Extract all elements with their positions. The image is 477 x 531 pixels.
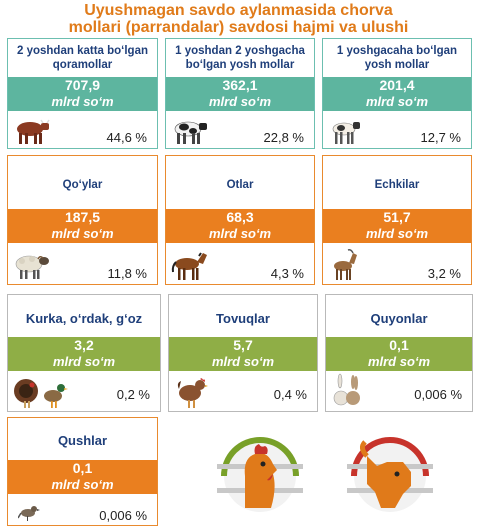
sheep-icon [15, 255, 49, 279]
card-unit: mlrd so‘m [365, 94, 429, 109]
card-share: 0,2 % [116, 387, 150, 402]
card-horses: Otlar 68,3 mlrd so‘m 4,3 % [165, 155, 315, 285]
value-band: 51,7 mlrd so‘m [323, 209, 471, 243]
card-young-1-2y: 1 yoshdan 2 yoshgacha bo‘lgan yosh molla… [165, 38, 315, 149]
card-value: 0,1 [389, 337, 409, 353]
card-value: 187,5 [64, 209, 101, 225]
dairy-cow-icon [174, 121, 207, 144]
card-value: 0,1 [72, 460, 93, 476]
card-label: Qo‘ylar [62, 179, 103, 191]
horse-icon [171, 252, 207, 280]
value-band: 3,2 mlrd so‘m [8, 337, 160, 371]
card-share: 3,2 % [427, 266, 461, 281]
value-band: 187,5 mlrd so‘m [8, 209, 157, 243]
value-band: 5,7 mlrd so‘m [169, 337, 317, 371]
card-value: 707,9 [64, 77, 101, 93]
card-share: 11,8 % [107, 266, 147, 281]
bird-icon [18, 506, 40, 521]
card-label: Kurka, o‘rdak, g‘oz [25, 311, 143, 326]
card-label: Qushlar [57, 433, 108, 448]
card-value: 362,1 [222, 77, 258, 93]
cow-icon [17, 119, 50, 144]
value-band: 68,3 mlrd so‘m [166, 209, 314, 243]
bull-logo-icon [347, 437, 433, 512]
title-line-2: mollari (parrandalar) savdosi hajmi va u… [68, 19, 409, 36]
card-unit: mlrd so‘m [211, 354, 275, 369]
card-unit: mlrd so‘m [208, 226, 272, 241]
calf-icon [332, 122, 360, 144]
value-band: 0,1 mlrd so‘m [326, 337, 472, 371]
card-share: 22,8 % [263, 130, 304, 145]
card-value: 5,7 [233, 337, 253, 353]
card-cattle-over-2y: 2 yoshdan katta bo‘lgan qoramollar 707,9… [7, 38, 158, 149]
card-share: 44,6 % [106, 130, 147, 145]
value-band: 707,9 mlrd so‘m [8, 77, 157, 111]
card-label: 1 yoshdan 2 yoshgacha bo‘lgan yosh molla… [175, 45, 305, 71]
card-label: Tovuqlar [216, 311, 270, 326]
card-label: 1 yoshgacaha bo‘lgan yosh mollar [336, 45, 458, 71]
card-label: Quyonlar [370, 311, 428, 326]
card-unit: mlrd so‘m [51, 477, 114, 492]
card-goats: Echkilar 51,7 mlrd so‘m 3,2 % [322, 155, 472, 285]
card-value: 51,7 [383, 209, 411, 225]
page-title: Uyushmagan savdo aylanmasida chorva moll… [0, 2, 477, 36]
card-value: 68,3 [226, 209, 254, 225]
card-value: 3,2 [74, 337, 94, 353]
value-band: 0,1 mlrd so‘m [8, 460, 157, 494]
card-unit: mlrd so‘m [51, 226, 114, 241]
card-unit: mlrd so‘m [367, 354, 431, 369]
card-unit: mlrd so‘m [52, 354, 116, 369]
card-share: 4,3 % [270, 266, 304, 281]
card-share: 0,006 % [99, 508, 147, 523]
card-unit: mlrd so‘m [365, 226, 429, 241]
card-share: 12,7 % [420, 130, 461, 145]
title-line-1: Uyushmagan savdo aylanmasida chorva [84, 2, 393, 19]
card-label: Otlar [226, 179, 254, 191]
card-label: 2 yoshdan katta bo‘lgan qoramollar [17, 45, 148, 71]
rabbit-icon [333, 373, 360, 406]
card-birds: Qushlar 0,1 mlrd so‘m 0,006 % [7, 417, 158, 526]
rooster-logo-icon [217, 437, 303, 512]
card-unit: mlrd so‘m [208, 94, 272, 109]
card-rabbits: Quyonlar 0,1 mlrd so‘m 0,006 % [325, 294, 473, 412]
value-band: 201,4 mlrd so‘m [323, 77, 471, 111]
value-band: 362,1 mlrd so‘m [166, 77, 314, 111]
card-label: Echkilar [374, 179, 420, 191]
card-young-under-1y: 1 yoshgacaha bo‘lgan yosh mollar 201,4 m… [322, 38, 472, 149]
goat-icon [334, 249, 357, 280]
card-share: 0,006 % [414, 387, 462, 402]
card-sheep: Qo‘ylar 187,5 mlrd so‘m 11,8 % [7, 155, 158, 285]
card-chickens: Tovuqlar 5,7 mlrd so‘m 0,4 % [168, 294, 318, 412]
turkey-duck-icon [14, 379, 68, 408]
card-share: 0,4 % [273, 387, 307, 402]
card-unit: mlrd so‘m [51, 94, 114, 109]
card-value: 201,4 [379, 77, 415, 93]
card-turkey-duck-goose: Kurka, o‘rdak, g‘oz 3,2 mlrd so‘m 0,2 % [7, 294, 161, 412]
hen-icon [177, 378, 208, 408]
